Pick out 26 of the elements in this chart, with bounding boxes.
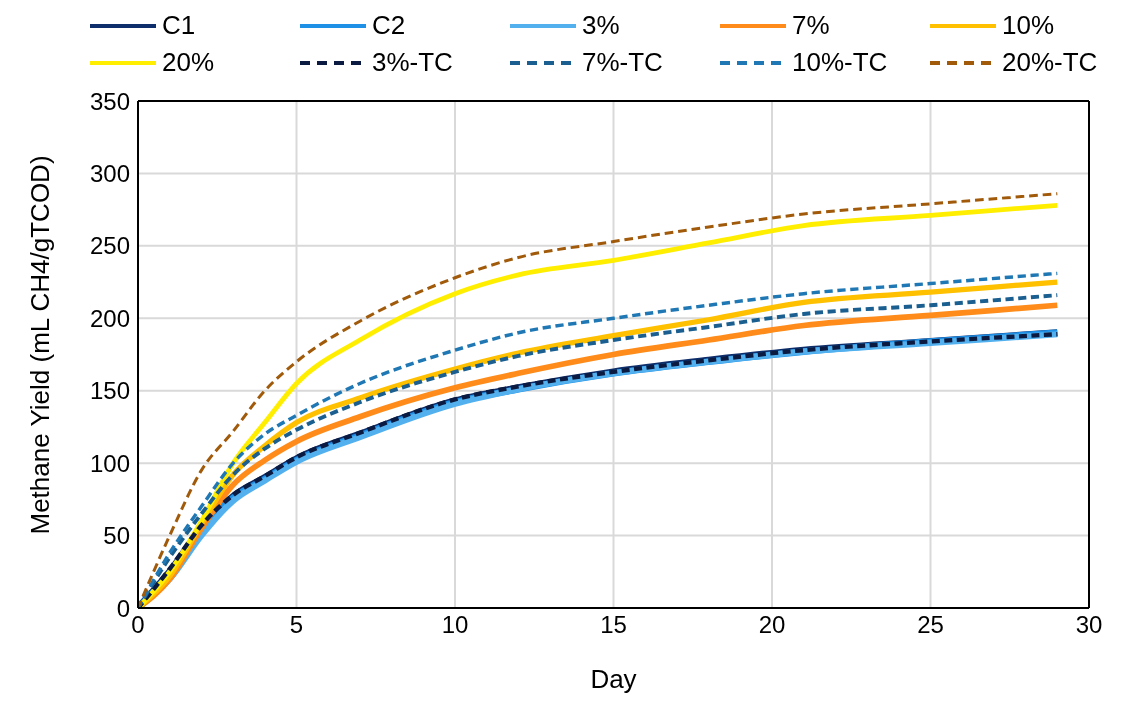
y-tick-label: 200 bbox=[89, 304, 130, 332]
x-tick-label: 10 bbox=[441, 611, 469, 639]
x-tick-label: 5 bbox=[289, 611, 304, 639]
x-tick-label: 20 bbox=[758, 611, 786, 639]
y-tick-label: 250 bbox=[89, 232, 130, 260]
y-axis-title: Methane Yield (mL CH4/gTCOD) bbox=[25, 155, 56, 535]
x-tick-label: 30 bbox=[1075, 611, 1103, 639]
y-tick-label: 150 bbox=[89, 377, 130, 405]
legend-label: 3%-TC bbox=[372, 47, 453, 78]
legend-label: 20% bbox=[162, 47, 215, 78]
legend-label: 7%-TC bbox=[582, 47, 663, 78]
legend-label: 3% bbox=[582, 10, 620, 41]
x-tick-label: 25 bbox=[917, 611, 944, 639]
legend-label: 7% bbox=[792, 10, 830, 41]
y-tick-label: 300 bbox=[89, 159, 130, 187]
legend-label: C1 bbox=[162, 10, 196, 41]
y-tick-label: 50 bbox=[103, 522, 130, 550]
y-tick-label: 350 bbox=[89, 87, 130, 115]
legend-label: 20%-TC bbox=[1002, 47, 1098, 78]
y-tick-label: 0 bbox=[116, 594, 130, 622]
legend-label: 10%-TC bbox=[792, 47, 888, 78]
x-tick-label: 15 bbox=[600, 611, 627, 639]
x-axis-title: Day bbox=[590, 664, 637, 694]
legend-label: C2 bbox=[372, 10, 406, 41]
legend-label: 10% bbox=[1002, 10, 1055, 41]
y-tick-label: 100 bbox=[89, 449, 130, 477]
